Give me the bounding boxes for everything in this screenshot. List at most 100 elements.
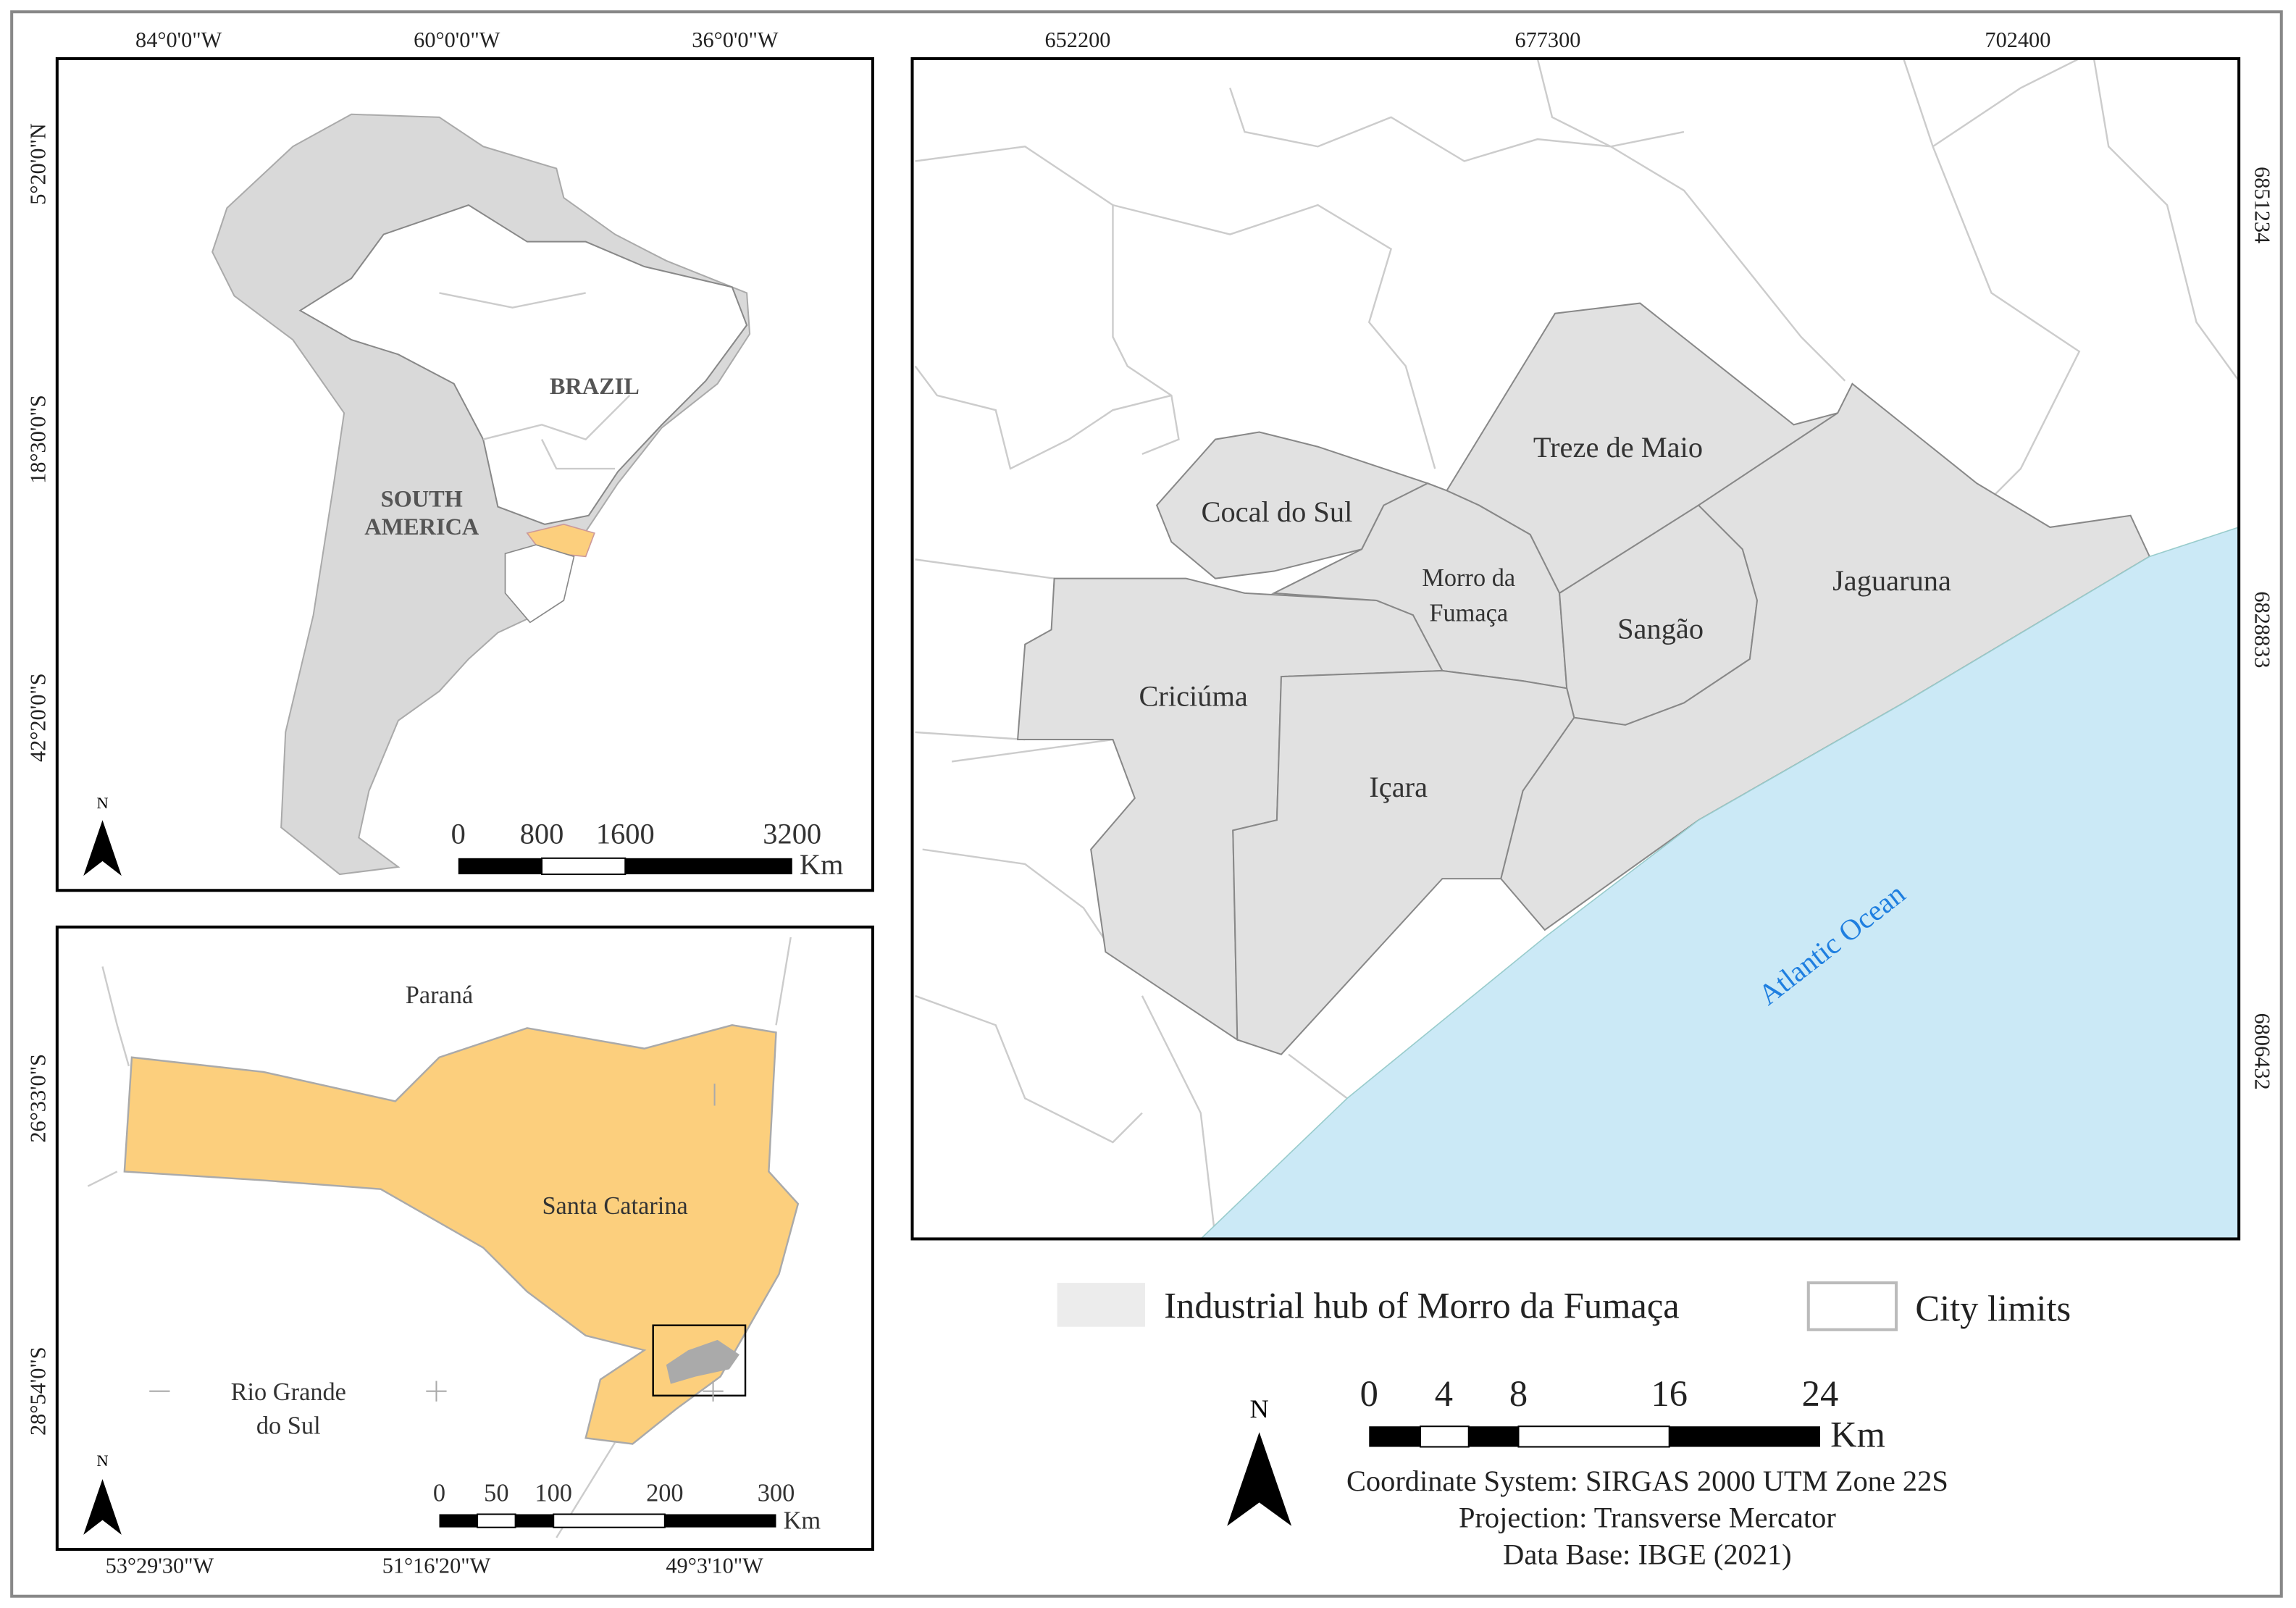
ocean [1199, 527, 2240, 1239]
rio-grande-do-sul [504, 544, 575, 624]
main-map: 652200 677300 702400 6851234 6828833 680… [910, 28, 2274, 1241]
scale-segment [439, 1514, 478, 1528]
state-label: Paraná [406, 981, 473, 1009]
scale-label: 0 [451, 818, 466, 850]
north-label: N [1250, 1394, 1269, 1423]
scale-unit: Km [1830, 1415, 1885, 1455]
scale-label: 8 [1509, 1373, 1528, 1414]
north-arrow [83, 1478, 122, 1535]
scale-label: 800 [520, 818, 564, 850]
state-label: Rio Grande [231, 1378, 346, 1406]
legend-label: Industrial hub of Morro da Fumaça [1164, 1286, 1679, 1326]
scale-label: 0 [1360, 1373, 1378, 1414]
latitude-label: 28°54'0"S [26, 1347, 51, 1436]
legend: Industrial hub of Morro da Fumaça City l… [1057, 1281, 2071, 1331]
scale-label: 100 [535, 1479, 572, 1507]
main-scale-bar: 0 4 8 16 24 Km [1360, 1373, 1885, 1455]
scale-segment [541, 857, 627, 876]
brazil [298, 204, 748, 525]
scale-label: 200 [646, 1479, 684, 1507]
graticule-cross [149, 1084, 724, 1402]
easting-label: 702400 [1985, 28, 2050, 52]
legend-swatch-hub [1057, 1283, 1145, 1327]
icara [1232, 670, 1575, 1055]
continent-label: AMERICA [364, 514, 479, 540]
city-label: Criciúma [1139, 680, 1247, 713]
legend-label: City limits [1915, 1289, 2071, 1329]
scale-segment [515, 1514, 554, 1528]
jaguaruna [1500, 382, 2151, 931]
continent-label: SOUTH [381, 486, 463, 512]
longitude-label: 60°0'0"W [414, 28, 500, 52]
city-label: Jaguaruna [1832, 564, 1951, 597]
scale-segment [458, 858, 542, 875]
santa-catarina [123, 1024, 800, 1445]
scale-segment [553, 1513, 666, 1528]
state-borders [439, 292, 631, 470]
city-label: Fumaça [1429, 599, 1508, 627]
scale-label: 1600 [596, 818, 655, 850]
latitude-label: 42°20'0"S [26, 673, 51, 762]
city-label: Cocal do Sul [1201, 495, 1352, 528]
scale-label: 50 [484, 1479, 508, 1507]
latitude-label: 26°33'0"S [26, 1054, 51, 1143]
city-label: Treze de Maio [1533, 431, 1703, 464]
neighbor-borders [87, 937, 792, 1538]
scale-bar: 0 50 100 200 300 Km [433, 1479, 821, 1534]
state-label: do Sul [256, 1412, 321, 1439]
city-label: Morro da [1422, 564, 1515, 592]
latitude-label: 18°30'0"S [26, 395, 51, 484]
state-label: Santa Catarina [542, 1192, 687, 1220]
scale-bar: 0 800 1600 3200 Km [451, 818, 844, 881]
extent-box [652, 1324, 747, 1396]
scale-label: 16 [1651, 1373, 1688, 1414]
northing-label: 6851234 [2250, 167, 2274, 243]
scale-segment [664, 1514, 776, 1528]
country-label: BRAZIL [550, 373, 640, 399]
panel-frame [55, 925, 874, 1552]
outer-frame [10, 10, 2283, 1598]
scale-label: 3200 [763, 818, 821, 850]
scale-segment [477, 1513, 516, 1528]
north-label: N [96, 794, 108, 812]
north-arrow [1227, 1432, 1292, 1526]
scale-segment [1517, 1425, 1670, 1448]
industrial-hub-locator [666, 1339, 740, 1384]
scale-segment [625, 858, 792, 875]
northing-label: 6828833 [2250, 591, 2274, 668]
panel-frame [55, 56, 874, 892]
south-america-panel: 84°0'0"W 60°0'0"W 36°0'0"W 5°20'0"N 18°3… [26, 28, 874, 892]
longitude-label: 84°0'0"W [135, 28, 222, 52]
industrial-hub [1016, 302, 2151, 1055]
scale-label: 24 [1802, 1373, 1839, 1414]
scale-label: 300 [758, 1479, 795, 1507]
panel-frame [910, 56, 2241, 1241]
note: Coordinate System: SIRGAS 2000 UTM Zone … [1346, 1465, 1948, 1497]
city-label: Içara [1369, 771, 1428, 803]
note: Projection: Transverse Mercator [1459, 1502, 1836, 1534]
scale-segment [1669, 1426, 1820, 1447]
longitude-label: 36°0'0"W [692, 28, 779, 52]
longitude-label: 53°29'30"W [106, 1553, 214, 1578]
easting-label: 652200 [1044, 28, 1110, 52]
easting-label: 677300 [1514, 28, 1580, 52]
latitude-label: 5°20'0"N [26, 123, 51, 205]
city-label: Sangão [1617, 613, 1704, 645]
scale-unit: Km [800, 848, 844, 881]
legend-swatch-city [1806, 1281, 1898, 1331]
scale-segment [1369, 1426, 1421, 1447]
scale-segment [1468, 1426, 1519, 1447]
scale-label: 4 [1435, 1373, 1453, 1414]
longitude-label: 49°3'10"W [666, 1553, 763, 1578]
longitude-label: 51°16'20"W [382, 1553, 491, 1578]
scale-label: 0 [433, 1479, 445, 1507]
city-limits [914, 58, 2240, 1239]
north-label: N [96, 1452, 108, 1470]
north-arrow [83, 820, 122, 876]
scale-segment [1420, 1425, 1470, 1448]
state-panel: 53°29'30"W 51°16'20"W 49°3'10"W 26°33'0"… [26, 925, 874, 1578]
northing-label: 6806432 [2250, 1013, 2274, 1090]
scale-unit: Km [784, 1507, 821, 1535]
